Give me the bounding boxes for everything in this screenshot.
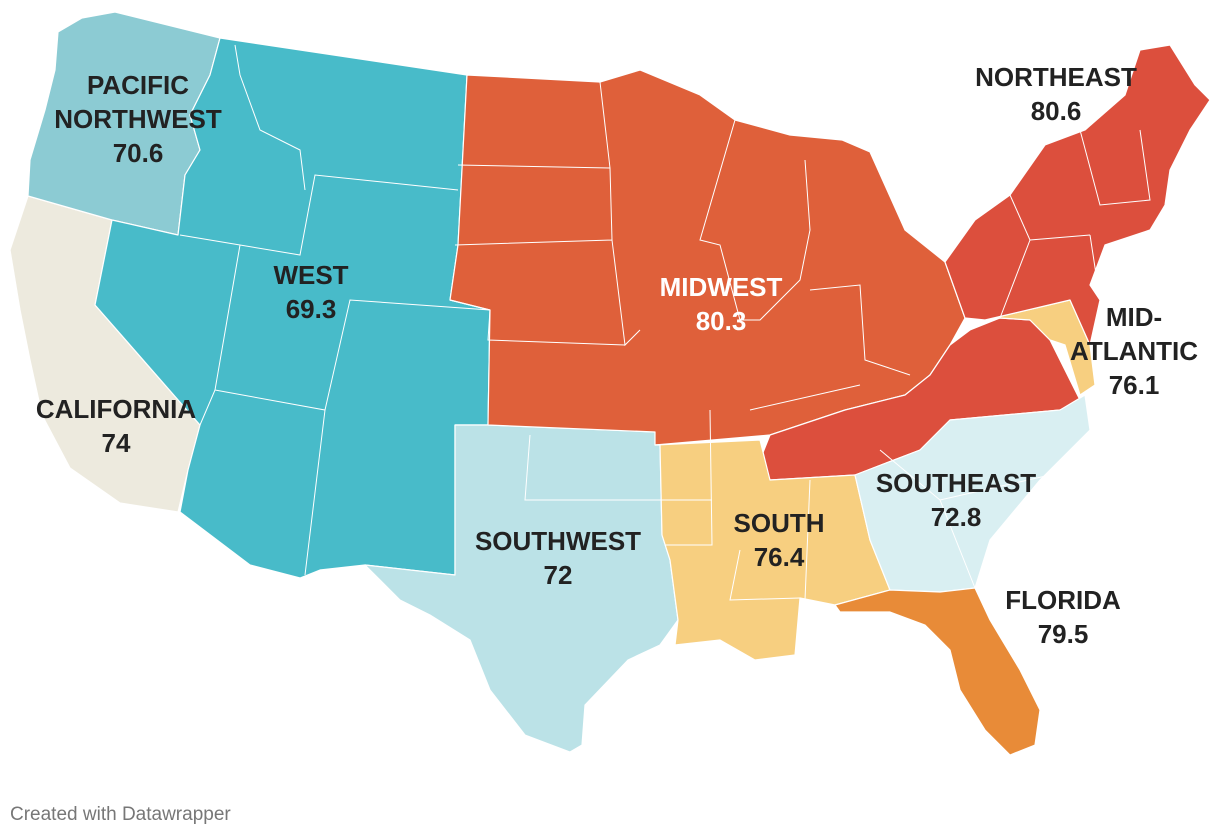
region-name: MID- [1105,302,1163,332]
region-name: PACIFIC [86,70,190,100]
region-value: 80.6 [1030,96,1082,126]
region-florida[interactable] [834,587,1041,756]
label-mid-atlantic: MID- ATLANTIC 76.1 [1070,300,1198,402]
region-name: NORTHEAST [975,62,1137,92]
region-name: FLORIDA [1005,585,1121,615]
label-pacific-northwest: PACIFIC NORTHWEST 70.6 [54,68,222,170]
region-name: NORTHWEST [54,104,222,134]
region-value: 79.5 [1037,619,1089,649]
label-florida: FLORIDA 79.5 [1005,583,1121,651]
region-value: 76.1 [1108,370,1160,400]
label-northeast: NORTHEAST 80.6 [975,60,1137,128]
region-name: WEST [273,260,349,290]
region-value: 76.4 [753,542,805,572]
region-name: SOUTH [733,508,825,538]
region-name: ATLANTIC [1069,336,1199,366]
label-south: SOUTH 76.4 [734,506,825,574]
region-name: SOUTHEAST [875,468,1037,498]
region-value: 69.3 [285,294,337,324]
region-value: 80.3 [695,306,747,336]
label-southeast: SOUTHEAST 72.8 [876,466,1036,534]
state-borders [179,44,1151,601]
label-west: WEST 69.3 [273,258,348,326]
region-south[interactable] [654,439,891,661]
region-name: MIDWEST [659,272,783,302]
datawrapper-credit[interactable]: Created with Datawrapper [10,804,231,825]
region-value: 70.6 [112,138,164,168]
region-value: 72 [543,560,573,590]
label-california: CALIFORNIA 74 [36,392,196,460]
region-value: 74 [101,428,131,458]
label-southwest: SOUTHWEST 72 [475,524,641,592]
region-value: 72.8 [930,502,982,532]
region-name: CALIFORNIA [35,394,197,424]
region-name: SOUTHWEST [474,526,642,556]
label-midwest: MIDWEST 80.3 [660,270,783,338]
region-northeast[interactable] [944,44,1211,346]
region-midwest[interactable] [449,69,966,446]
